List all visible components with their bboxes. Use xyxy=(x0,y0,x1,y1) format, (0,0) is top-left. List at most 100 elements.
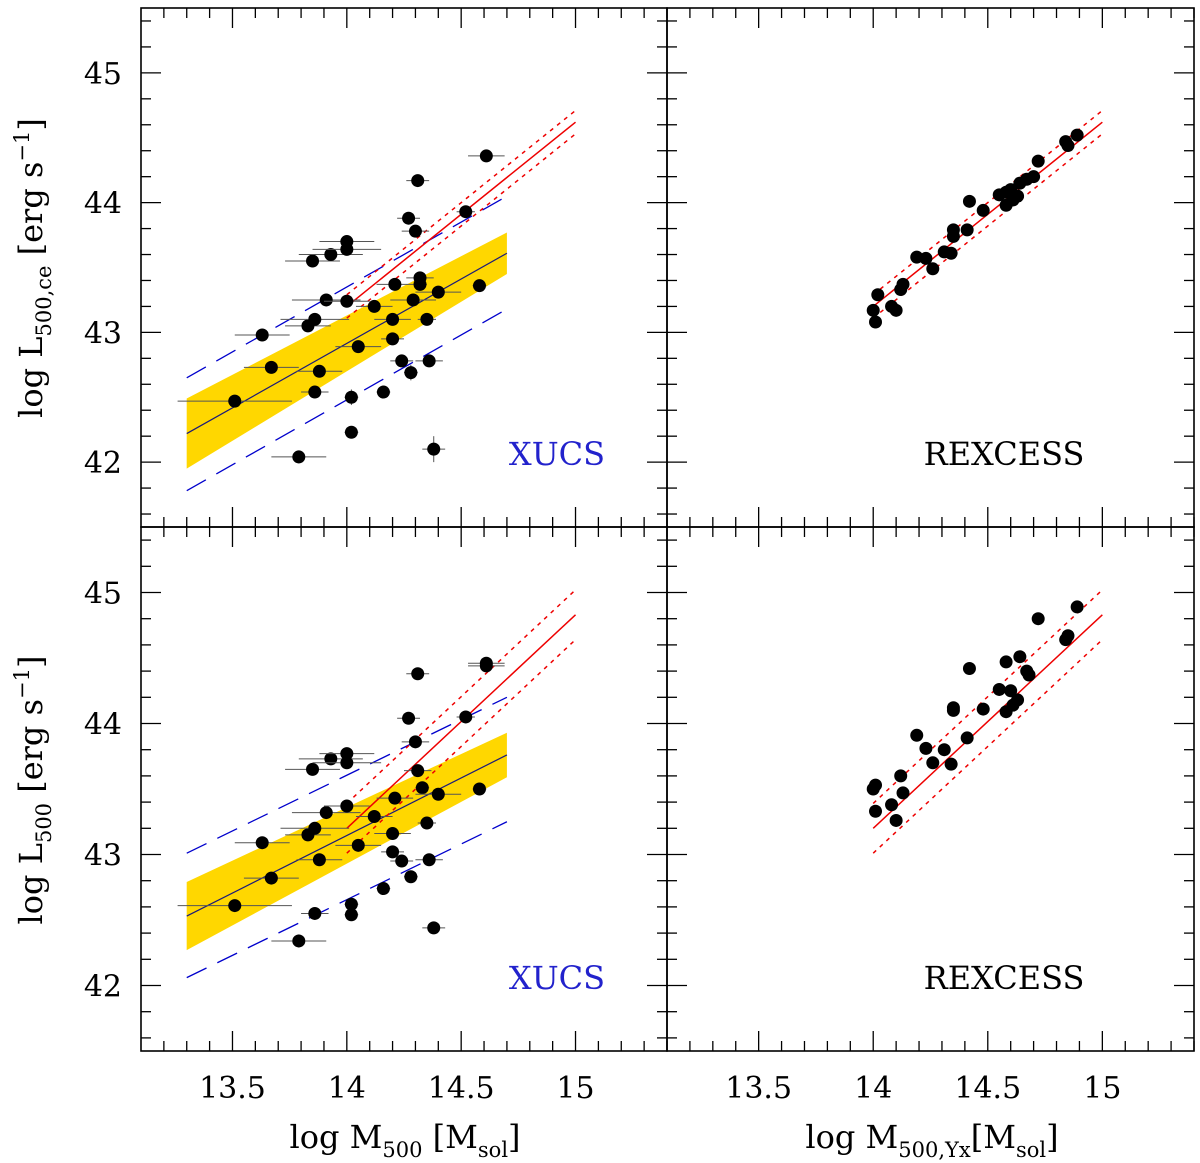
panel-top-right: REXCESS xyxy=(666,7,1195,528)
data-point xyxy=(255,328,269,342)
data-point xyxy=(319,293,333,307)
data-point xyxy=(1013,650,1027,664)
data-point xyxy=(411,667,425,681)
data-point xyxy=(1031,612,1045,626)
data-point xyxy=(411,174,425,188)
panel-top-left: 42 43 44 45 XUCS xyxy=(84,7,668,528)
data-point xyxy=(402,211,416,225)
y-tick-label: 45 xyxy=(84,577,122,612)
panel-frame xyxy=(666,526,1195,1052)
data-point xyxy=(351,340,365,354)
fit-line xyxy=(186,754,508,917)
data-point xyxy=(1070,600,1084,614)
x-tick-label: 14.5 xyxy=(428,1071,495,1106)
data-point xyxy=(395,354,409,368)
data-point xyxy=(910,728,924,742)
data-point xyxy=(420,312,434,326)
data-point xyxy=(319,806,333,820)
data-point xyxy=(869,804,883,818)
data-point xyxy=(472,279,486,293)
data-point xyxy=(340,747,354,761)
y-tick-label: 45 xyxy=(84,57,122,92)
data-point xyxy=(422,354,436,368)
data-point xyxy=(308,312,322,326)
data-point xyxy=(894,769,908,783)
panel-label: REXCESS xyxy=(924,959,1085,997)
data-point xyxy=(228,394,242,408)
scatter-upper-dashed-line xyxy=(186,195,508,379)
x-tick-label: 15 xyxy=(1083,1071,1121,1106)
data-point xyxy=(344,908,358,922)
data-point xyxy=(946,701,960,715)
data-point xyxy=(962,661,976,675)
data-point xyxy=(427,921,441,935)
data-point xyxy=(960,731,974,745)
data-point xyxy=(889,303,903,317)
data-point xyxy=(406,293,420,307)
data-point xyxy=(1061,629,1075,643)
data-point xyxy=(340,242,354,256)
data-point xyxy=(367,810,381,824)
data-point xyxy=(340,756,354,770)
data-point xyxy=(946,223,960,237)
data-point xyxy=(1022,668,1036,682)
y-tick-label: 42 xyxy=(84,970,122,1005)
data-point xyxy=(871,288,885,302)
data-point xyxy=(324,248,338,262)
data-point xyxy=(999,655,1013,669)
data-point xyxy=(422,853,436,867)
data-point xyxy=(869,778,883,792)
data-point xyxy=(264,871,278,885)
data-point xyxy=(1011,189,1025,203)
data-point xyxy=(1031,154,1045,168)
data-point xyxy=(976,702,990,716)
reference-lower-dotted-line xyxy=(346,639,577,854)
data-point xyxy=(431,285,445,299)
data-point xyxy=(960,223,974,237)
data-point xyxy=(420,816,434,830)
x-axis-title-left: log M500 [Msol] xyxy=(289,1118,520,1162)
reference-upper-dotted-line xyxy=(346,109,576,296)
data-point xyxy=(926,756,940,770)
data-point xyxy=(459,205,473,219)
x-axis-title-right: log M500,Yx[Msol] xyxy=(805,1118,1058,1162)
data-point xyxy=(312,853,326,867)
data-point xyxy=(264,360,278,374)
data-point xyxy=(431,787,445,801)
data-point xyxy=(408,224,422,238)
data-point xyxy=(292,450,306,464)
data-point xyxy=(1011,693,1025,707)
data-point xyxy=(344,897,358,911)
data-point xyxy=(1061,139,1075,153)
data-point xyxy=(308,821,322,835)
data-point xyxy=(479,149,493,163)
data-point xyxy=(376,385,390,399)
data-point xyxy=(386,827,400,841)
data-point xyxy=(427,442,441,456)
data-point xyxy=(306,254,320,268)
data-point xyxy=(919,741,933,755)
data-point xyxy=(459,710,473,724)
data-point xyxy=(367,299,381,313)
data-point xyxy=(919,251,933,265)
y-axis-title-top: log L500,ce [erg s−1] xyxy=(10,118,56,418)
data-point xyxy=(312,364,326,378)
data-point xyxy=(255,836,269,850)
data-point xyxy=(411,764,425,778)
data-point xyxy=(1004,684,1018,698)
y-tick-label: 44 xyxy=(84,708,122,743)
panel-label: XUCS xyxy=(509,435,605,473)
data-point xyxy=(388,791,402,805)
data-point xyxy=(386,845,400,859)
x-tick-label: 14 xyxy=(328,1071,366,1106)
data-point xyxy=(308,906,322,920)
data-point xyxy=(344,425,358,439)
confidence-band xyxy=(186,232,507,469)
data-point xyxy=(306,762,320,776)
y-tick-label: 44 xyxy=(84,187,122,222)
data-point xyxy=(1070,128,1084,142)
data-point xyxy=(340,294,354,308)
reference-upper-dotted-line xyxy=(872,589,1103,804)
y-tick-label: 43 xyxy=(84,839,122,874)
